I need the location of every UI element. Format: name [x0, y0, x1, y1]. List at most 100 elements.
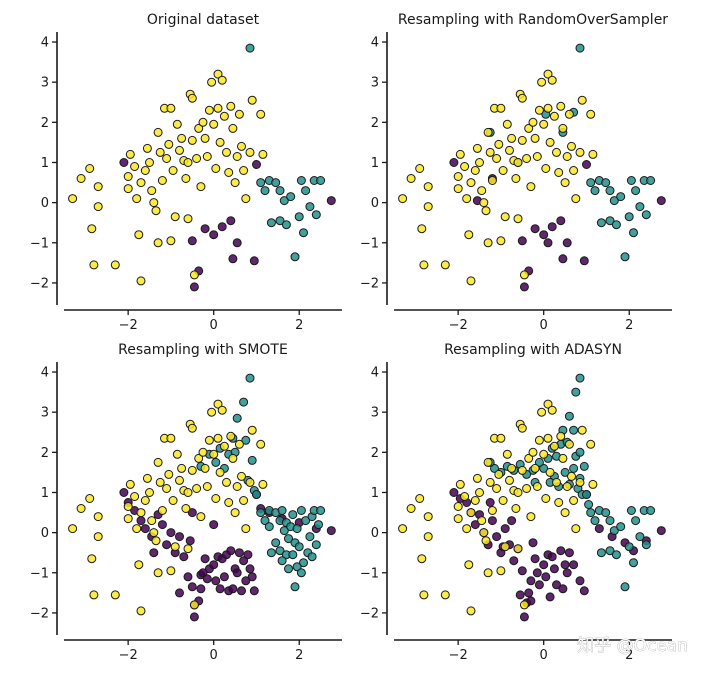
data-point [170, 542, 180, 552]
data-point [260, 186, 270, 196]
data-point [228, 453, 238, 463]
x-tick-label: 0 [540, 648, 548, 663]
data-point [479, 528, 489, 538]
data-point [552, 477, 561, 487]
chart-title: Resampling with RandomOverSampler [398, 12, 668, 28]
data-point [470, 520, 480, 530]
data-point [564, 109, 574, 119]
data-point [494, 139, 504, 149]
data-point [232, 413, 242, 423]
data-point [258, 479, 268, 489]
data-point [189, 282, 199, 292]
data-point [601, 508, 611, 518]
data-point [230, 178, 240, 188]
data-point [151, 206, 161, 216]
data-point [211, 494, 221, 503]
data-point [217, 405, 227, 415]
data-point [219, 572, 229, 582]
data-point [151, 536, 161, 546]
data-point [288, 550, 298, 560]
data-point [241, 576, 251, 586]
data-point [247, 455, 257, 465]
y-tick-label: 3 [41, 76, 49, 91]
data-point [496, 236, 506, 246]
data-point [271, 178, 281, 188]
data-point [198, 117, 208, 127]
data-point [549, 441, 559, 451]
data-point [207, 77, 217, 87]
data-point [528, 538, 538, 548]
data-point [119, 158, 129, 167]
data-point [228, 123, 238, 133]
data-point [545, 137, 555, 147]
data-point [449, 488, 459, 497]
data-point [534, 457, 544, 467]
chart-title: Original dataset [147, 12, 260, 28]
data-point [140, 496, 150, 505]
series-class-2 [398, 69, 598, 286]
y-tick-label: −1 [30, 236, 49, 251]
data-point [200, 463, 210, 473]
data-point [162, 154, 172, 163]
data-point [239, 496, 249, 505]
data-point [517, 93, 527, 103]
y-tick-label: −2 [30, 606, 49, 621]
data-point [192, 154, 202, 163]
data-point [586, 178, 596, 188]
data-point [226, 101, 236, 111]
data-point [217, 222, 227, 232]
data-point [635, 532, 645, 542]
data-point [524, 453, 534, 463]
data-point [87, 224, 97, 234]
data-point [252, 160, 261, 169]
data-point [464, 230, 474, 240]
data-point [569, 425, 579, 435]
data-point [256, 439, 266, 449]
data-point [449, 158, 459, 167]
y-tick-label: 4 [371, 36, 379, 51]
data-point [398, 524, 408, 534]
y-tick-label: 1 [371, 156, 379, 171]
data-point [149, 548, 159, 558]
data-point [552, 147, 561, 157]
data-point [556, 546, 566, 556]
panel-1: Original dataset −2 −1 0 1 2 3 4 −2 0 2 [30, 12, 342, 333]
data-point [136, 516, 146, 526]
data-point [629, 228, 638, 238]
data-point [132, 194, 142, 204]
data-point [543, 238, 553, 248]
data-point [517, 423, 527, 433]
data-point [539, 560, 549, 570]
data-point [526, 182, 536, 192]
data-point [624, 542, 634, 552]
data-point [560, 178, 570, 188]
data-point [466, 606, 476, 616]
y-tick-label: −1 [360, 566, 379, 581]
data-point [605, 186, 615, 196]
data-point [496, 103, 506, 113]
data-point [477, 516, 487, 526]
data-point [487, 516, 497, 526]
data-point [549, 564, 559, 574]
y-tick-label: 0 [371, 526, 379, 541]
data-point [466, 276, 476, 286]
data-point [222, 147, 231, 157]
data-point [237, 471, 246, 481]
data-point [537, 77, 547, 87]
data-point [209, 119, 219, 129]
x-tick-label: 0 [540, 318, 548, 333]
data-point [571, 524, 581, 534]
data-point [537, 407, 547, 417]
data-point [502, 119, 512, 129]
data-point [498, 166, 508, 175]
data-point [616, 192, 626, 202]
data-point [556, 216, 566, 226]
data-point [213, 399, 223, 409]
data-point [558, 123, 568, 133]
watermark: 知乎 @Ocean [577, 636, 688, 656]
data-point [511, 174, 521, 183]
data-point [406, 174, 416, 183]
data-point [326, 196, 336, 206]
data-point [125, 479, 135, 489]
data-point [509, 556, 519, 566]
